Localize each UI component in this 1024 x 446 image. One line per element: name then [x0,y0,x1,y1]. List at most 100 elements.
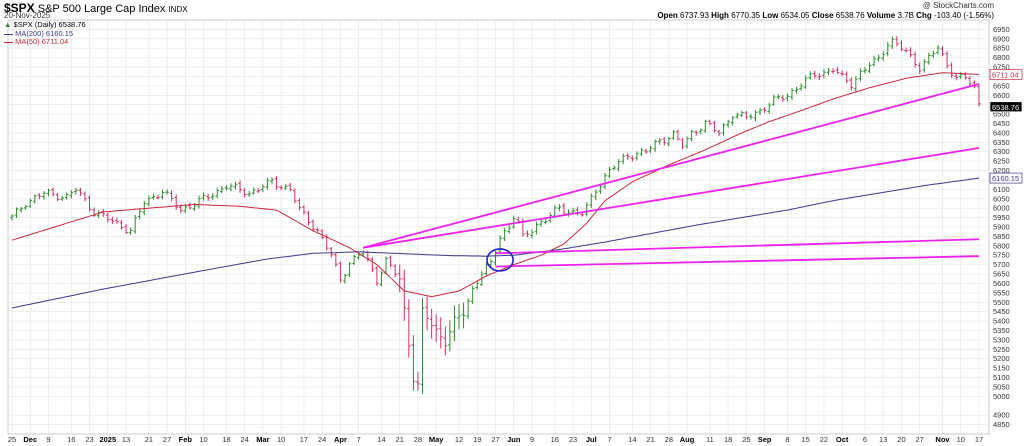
ohlc-bar [936,45,940,55]
ohlc-bar [493,249,498,266]
x-tick-label: 21 [145,435,153,444]
ohlc-bar [206,193,210,201]
ohlc-bar [849,77,854,91]
x-tick-label: 25 [8,435,16,444]
ohlc-bar [885,42,890,57]
ohlc-bar [115,217,119,225]
ohlc-bar [507,225,511,234]
ohlc-bar [288,182,293,192]
ohlc-bar [922,58,927,73]
ohlc-bar [927,52,931,65]
ohlc-bar [863,67,867,74]
legend-ma50-label: MA(50) 6711.04 [15,37,69,46]
legend-price-label: $SPX (Daily) 6538.76 [13,20,86,29]
x-tick-label: 10 [277,435,285,444]
low-label: Low [762,11,779,20]
x-tick-label: 9 [530,435,534,444]
ohlc-bar [78,187,83,196]
ohlc-bar [320,228,324,240]
y-tick-label: 5950 [993,213,1010,222]
ohlc-bar [105,212,110,223]
ohlc-bar [224,184,229,191]
ohlc-bar [831,68,835,74]
y-tick-label: 5750 [993,251,1010,260]
ohlc-bar [717,129,721,137]
ohlc-bar [744,110,749,120]
ohlc-bar [890,36,895,49]
x-tick-label: 22 [820,435,828,444]
x-tick-label: Apr [334,435,347,444]
ohlc-bar [274,176,279,190]
ohlc-bar [940,46,945,57]
ohlc-bar [370,257,375,273]
ohlc-bar [69,190,74,199]
ohlc-bar [87,195,92,212]
ohlc-bar [968,75,972,86]
chg-label: Chg [916,11,932,20]
trendlines [362,83,980,268]
ohlc-bar [625,153,630,160]
ohlc-bar [279,184,283,191]
price-label-box [989,101,1023,113]
x-tick-label: 7 [607,435,611,444]
y-tick-label: 6000 [993,204,1010,213]
ohlc-bar [913,51,917,68]
y-tick-label: 5450 [993,307,1010,316]
ohlc-bar [685,136,689,149]
y-tick-label: 6450 [993,119,1010,128]
ohlc-bar [881,51,886,62]
ohlc-bar [671,130,676,141]
y-tick-label: 6850 [993,44,1010,53]
volume-value: 3.7B [897,11,914,20]
price-label: 6711.04 [989,69,1023,80]
ohlc-bar [393,264,397,278]
ohlc-bar [954,73,958,81]
y-tick-label: 5550 [993,288,1010,297]
ohlc-bar [489,258,493,268]
x-tick-label: May [429,435,444,444]
x-tick-label: 18 [222,435,230,444]
ohlc-bar [557,204,562,212]
x-tick-label: 14 [377,435,385,444]
y-tick-label: 5800 [993,241,1010,250]
ohlc-bar [703,119,708,133]
ohlc-bar [270,177,274,185]
ma200-line [11,177,980,309]
ohlc-bar [128,227,133,235]
y-tick-label: 4900 [993,411,1010,420]
ohlc-bar [662,137,667,146]
ohlc-bar [726,119,730,128]
ohlc-bar [443,326,448,356]
ohlc-bar [525,230,530,238]
ohlc-bar [124,223,128,235]
ohlc-bar [740,110,744,117]
ohlc-bar [603,173,607,190]
ohlc-bar [251,187,256,195]
ohlc-bar [343,273,347,284]
ohlc-bar [657,138,662,145]
y-tick-label: 6100 [993,185,1010,194]
ohlc-bar [963,71,968,80]
highlight-circle [486,248,514,272]
ohlc-bar [475,280,480,290]
ohlc-bar [407,299,411,358]
ohlc-bar [297,198,302,211]
x-tick-label: 27 [916,435,924,444]
symbol: $SPX [4,1,35,15]
ohlc-bar [826,67,831,76]
x-tick-label: 18 [724,435,732,444]
x-tick-label: Aug [680,435,695,444]
y-tick-label: 6900 [993,34,1010,43]
ma50-line [11,72,980,298]
high-value: 6770.35 [731,11,761,20]
x-tick-label: 24 [240,435,248,444]
price-label-text: 6538.76 [992,103,1019,112]
y-tick-label: 5000 [993,392,1010,401]
ohlc-bar [110,216,115,225]
ohlc-bar [197,195,201,209]
ohlc-bar [434,314,439,342]
ohlc-bar [46,188,51,197]
y-tick-label: 6750 [993,63,1010,72]
y-tick-label: 5600 [993,279,1010,288]
